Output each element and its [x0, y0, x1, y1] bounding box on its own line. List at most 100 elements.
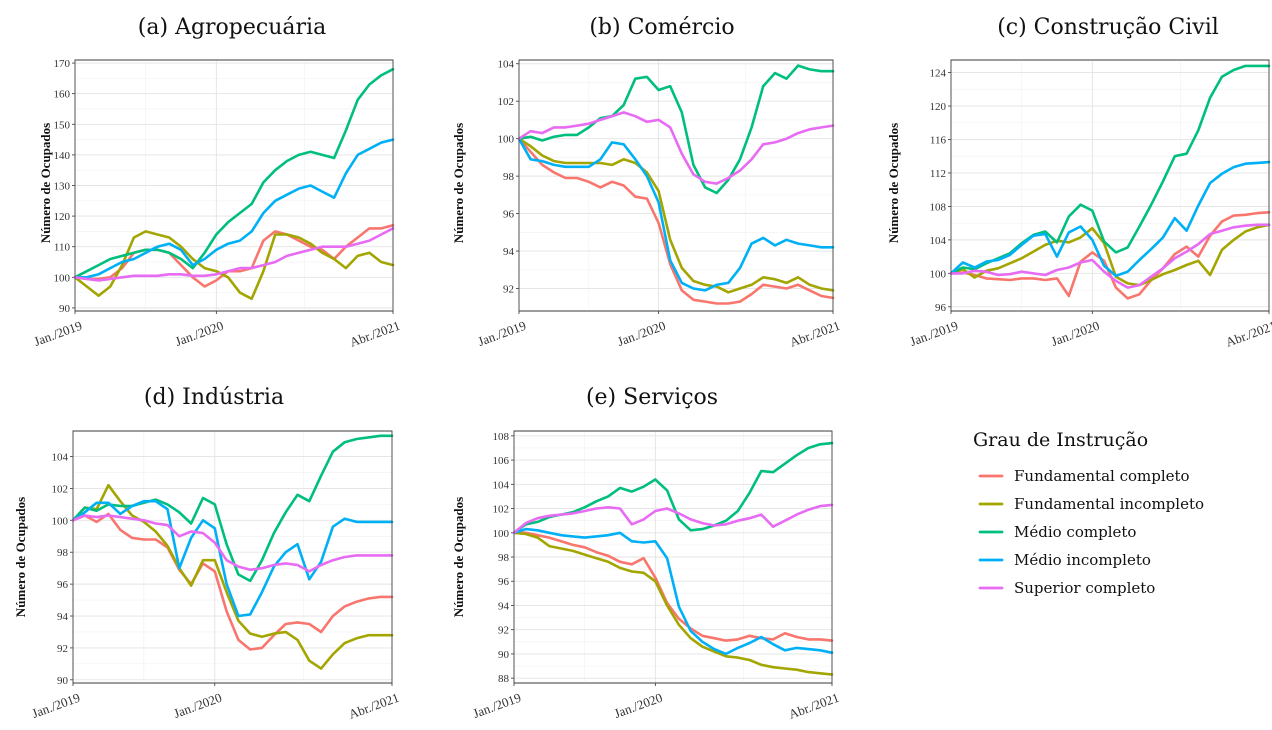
- y-tick-label: 102: [498, 96, 515, 108]
- y-axis-label: Número de Ocupados: [38, 123, 53, 243]
- series-line: [73, 138, 395, 279]
- panel-servicos: (e) Serviços Número de Ocupados 88 90 92 94…: [451, 385, 841, 722]
- y-tick-label: 104: [930, 235, 947, 247]
- legend: Grau de Instrução Fundamental completo Fu…: [973, 429, 1204, 597]
- x-tick-label: Jan./2020: [171, 690, 223, 721]
- panel-agropecuaria: (a) Agropecuária Número de Ocupados 90 10…: [32, 15, 402, 350]
- y-axis-label: Número de Ocupados: [451, 497, 466, 617]
- series-line: [517, 137, 835, 292]
- series-line: [512, 503, 834, 535]
- y-tick-label: 170: [54, 58, 71, 70]
- y-tick-label: 102: [52, 483, 69, 495]
- y-tick-label: 92: [57, 643, 68, 655]
- y-tick-label: 90: [498, 649, 510, 661]
- legend-item-label: Médio completo: [1014, 523, 1136, 541]
- series-line: [71, 514, 394, 573]
- x-tick-label: Jan./2020: [173, 318, 225, 349]
- y-tick-label: 160: [54, 89, 71, 101]
- y-tick-label: 112: [930, 168, 946, 180]
- y-tick-label: 130: [54, 181, 71, 193]
- y-tick-label: 96: [498, 576, 510, 588]
- panel-title: (e) Serviços: [586, 385, 718, 410]
- y-tick-label: 100: [52, 515, 69, 527]
- y-tick-label: 90: [57, 675, 69, 687]
- y-tick-label: 104: [498, 59, 515, 71]
- y-tick-label: 104: [493, 479, 510, 491]
- plot-frame: [74, 59, 394, 312]
- y-axis-label: Número de Ocupados: [886, 123, 901, 243]
- y-tick-label: 108: [493, 431, 510, 443]
- y-tick-label: 96: [935, 302, 947, 314]
- series-line: [949, 211, 1271, 300]
- x-tick-label: Jan./2019: [32, 318, 84, 349]
- x-tick-label: Abr./2021: [347, 690, 401, 722]
- series-line: [517, 111, 835, 185]
- plot-frame: [72, 430, 393, 684]
- series-line: [73, 227, 395, 282]
- x-tick-label: Jan./2020: [1049, 318, 1101, 349]
- y-tick-label: 94: [57, 611, 69, 623]
- series-line: [71, 499, 394, 618]
- y-tick-label: 96: [57, 579, 69, 591]
- series-line: [71, 512, 394, 651]
- series-line: [73, 230, 395, 301]
- plot-frame: [513, 430, 833, 684]
- y-tick-label: 116: [930, 134, 947, 146]
- panel-title: (b) Comércio: [589, 15, 734, 40]
- plot-frame: [518, 59, 834, 312]
- y-tick-label: 100: [54, 272, 71, 284]
- series-line: [71, 483, 394, 670]
- y-tick-label: 104: [52, 452, 69, 464]
- y-tick-label: 88: [498, 673, 510, 685]
- y-tick-label: 96: [503, 209, 515, 221]
- y-tick-label: 100: [493, 528, 510, 540]
- series-line: [73, 67, 395, 279]
- series-line: [949, 64, 1271, 275]
- x-tick-label: Jan./2019: [30, 690, 82, 721]
- y-tick-label: 98: [498, 552, 510, 564]
- x-tick-label: Abr./2021: [788, 318, 842, 350]
- series-line: [512, 531, 834, 676]
- legend-item-label: Fundamental completo: [1014, 467, 1190, 485]
- y-tick-label: 90: [59, 303, 71, 315]
- series-line: [71, 434, 394, 583]
- x-tick-label: Abr./2021: [1224, 318, 1272, 350]
- y-axis-label: Número de Ocupados: [451, 123, 466, 243]
- y-tick-label: 98: [503, 171, 515, 183]
- panel-title: (a) Agropecuária: [138, 15, 326, 40]
- x-tick-label: Jan./2020: [612, 690, 664, 721]
- series-line: [949, 160, 1271, 278]
- y-tick-label: 106: [493, 455, 510, 467]
- y-tick-label: 98: [57, 547, 69, 559]
- panel-construcao-civil: (c) Construção Civil Número de Ocupados …: [886, 15, 1272, 350]
- panel-industria: (d) Indústria Número de Ocupados 90 92 94 9…: [13, 385, 401, 722]
- series-line: [517, 137, 835, 294]
- x-tick-label: Abr./2021: [787, 690, 841, 722]
- series-line: [517, 64, 835, 195]
- x-tick-label: Jan./2019: [476, 318, 528, 349]
- legend-item-label: Superior completo: [1014, 579, 1155, 597]
- y-tick-label: 150: [54, 119, 71, 131]
- y-tick-label: 108: [930, 201, 947, 213]
- y-tick-label: 92: [503, 284, 514, 296]
- y-tick-label: 120: [930, 101, 947, 113]
- series-line: [949, 223, 1271, 289]
- y-tick-label: 140: [54, 150, 71, 162]
- y-axis-label: Número de Ocupados: [13, 497, 28, 617]
- y-tick-label: 92: [498, 625, 509, 637]
- panel-title: (c) Construção Civil: [997, 15, 1219, 40]
- x-tick-label: Jan./2019: [471, 690, 523, 721]
- legend-item-label: Fundamental incompleto: [1014, 495, 1204, 513]
- y-tick-label: 100: [498, 134, 515, 146]
- legend-title: Grau de Instrução: [973, 429, 1148, 451]
- x-tick-label: Jan./2019: [908, 318, 960, 349]
- y-tick-label: 102: [493, 504, 510, 516]
- y-tick-label: 94: [503, 246, 515, 258]
- y-tick-label: 120: [54, 211, 71, 223]
- y-tick-label: 110: [54, 242, 71, 254]
- legend-item-label: Médio incompleto: [1014, 551, 1151, 569]
- x-tick-label: Abr./2021: [348, 318, 402, 350]
- series-line: [949, 223, 1271, 287]
- series-line: [517, 137, 835, 305]
